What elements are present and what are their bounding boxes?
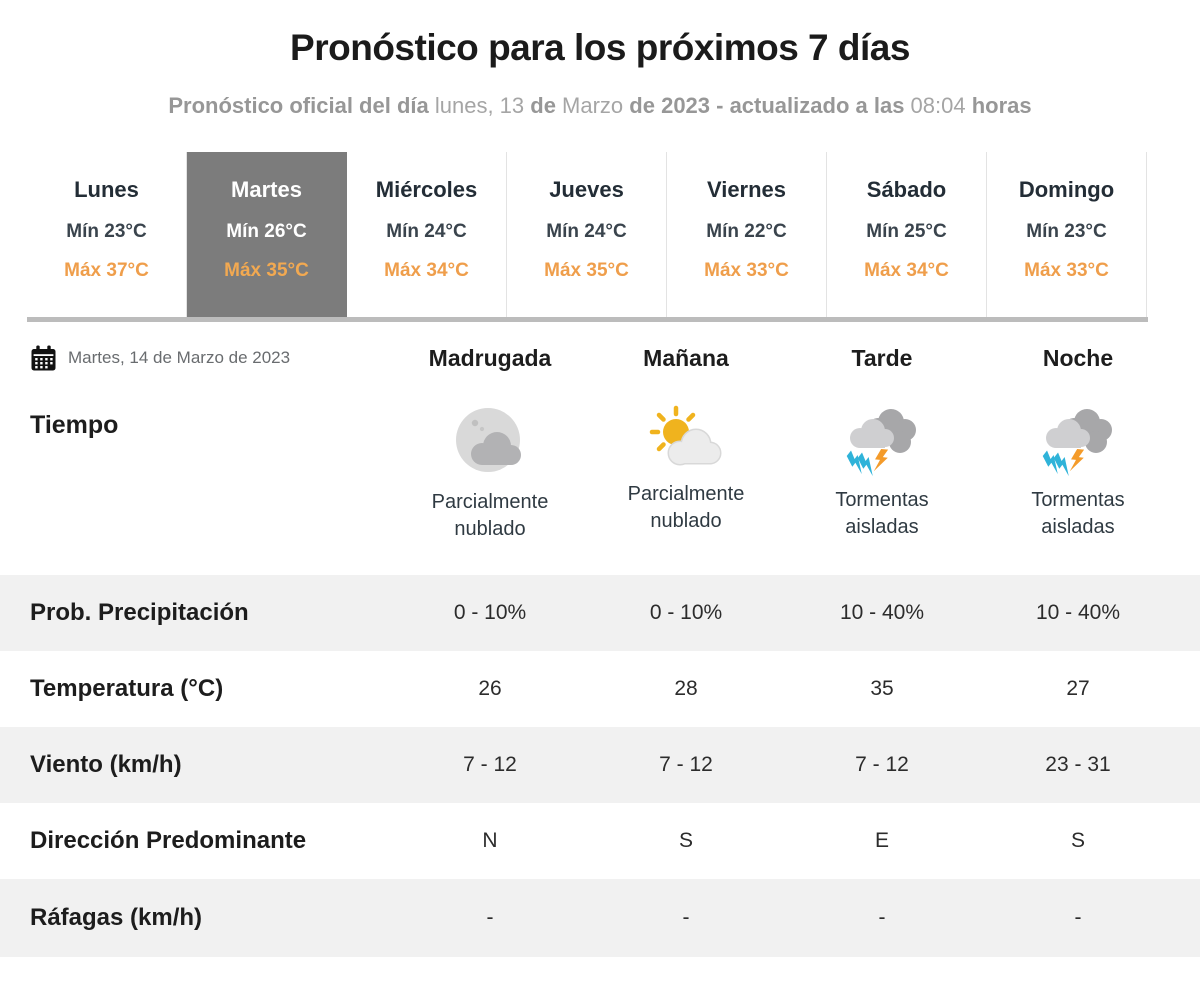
tab-max-temp: Máx 34°C (384, 260, 469, 281)
table-row-viento: Viento (km/h) 7 - 12 7 - 12 7 - 12 23 - … (0, 727, 1200, 803)
condition-label: Tormentas aisladas (835, 489, 929, 538)
tab-min-temp: Mín 24°C (546, 221, 627, 242)
day-detail-table: Martes, 14 de Marzo de 2023 Madrugada Ma… (0, 332, 1200, 957)
weather-forecast-page: Pronóstico para los próximos 7 días Pron… (0, 26, 1200, 983)
table-row-direccion: Dirección Predominante N S E S (0, 803, 1200, 879)
page-title: Pronóstico para los próximos 7 días (290, 27, 910, 68)
condition-label: Tormentas aisladas (1031, 489, 1125, 538)
tab-max-temp: Máx 35°C (224, 260, 309, 281)
row-label: Temperatura (°C) (30, 675, 224, 702)
detail-header-row: Martes, 14 de Marzo de 2023 Madrugada Ma… (0, 332, 1200, 384)
meta-month: Marzo (562, 93, 630, 118)
cell-value: 28 (674, 677, 698, 700)
row-label: Ráfagas (km/h) (30, 904, 203, 931)
meta-segment: horas (971, 93, 1032, 118)
day-tab-lunes[interactable]: Lunes Mín 23°C Máx 37°C (27, 152, 187, 317)
tab-max-temp: Máx 33°C (704, 260, 789, 281)
cell-value: 27 (1066, 677, 1090, 700)
cell-value: 7 - 12 (855, 753, 909, 776)
cell-value: E (874, 829, 889, 852)
forecast-meta: Pronóstico oficial del día lunes, 13 de … (0, 93, 1200, 119)
cell-value: 10 - 40% (839, 601, 925, 624)
cell-value: 26 (478, 677, 502, 700)
day-tabs: Lunes Mín 23°C Máx 37°C Martes Mín 26°C … (27, 152, 1148, 317)
cell-value: 23 - 31 (1045, 753, 1111, 776)
cell-value: 0 - 10% (453, 601, 527, 624)
moon-cloud-icon (456, 408, 521, 472)
row-label: Viento (km/h) (30, 751, 182, 778)
calendar-icon (31, 345, 56, 370)
cell-value: 35 (870, 677, 894, 700)
tab-day-label: Miércoles (375, 177, 478, 202)
cell-value: - (878, 906, 886, 929)
tab-min-temp: Mín 22°C (706, 221, 787, 242)
condition-cell-tarde: Tormentas aisladas (784, 384, 980, 541)
tab-min-temp: Mín 24°C (386, 221, 467, 242)
meta-time: 08:04 (910, 93, 972, 118)
table-row-precipitacion: Prob. Precipitación 0 - 10% 0 - 10% 10 -… (0, 575, 1200, 651)
cell-value: 7 - 12 (463, 753, 517, 776)
tab-min-temp: Mín 25°C (866, 221, 947, 242)
cell-value: - (1074, 906, 1082, 929)
tiempo-row-label: Tiempo (30, 411, 119, 439)
day-tab-domingo[interactable]: Domingo Mín 23°C Máx 33°C (987, 152, 1147, 317)
condition-cell-noche: Tormentas aisladas (980, 384, 1176, 541)
meta-segment: Pronóstico oficial del día (168, 93, 435, 118)
period-header-manana: Mañana (643, 344, 729, 371)
cell-value: N (482, 829, 498, 852)
day-tab-viernes[interactable]: Viernes Mín 22°C Máx 33°C (667, 152, 827, 317)
tab-day-label: Jueves (549, 177, 624, 202)
sun-cloud-icon (649, 405, 722, 466)
storm-cloud-icon (1042, 409, 1112, 477)
tab-max-temp: Máx 37°C (64, 260, 149, 281)
meta-segment: de 2023 - actualizado a las (629, 93, 911, 118)
period-header-noche: Noche (1042, 344, 1114, 371)
tab-day-label: Sábado (866, 177, 947, 202)
tab-max-temp: Máx 34°C (864, 260, 949, 281)
day-tab-jueves[interactable]: Jueves Mín 24°C Máx 35°C (507, 152, 667, 317)
tab-day-label: Domingo (1018, 177, 1115, 202)
meta-segment: de (530, 93, 563, 118)
tab-min-temp: Mín 26°C (226, 221, 307, 242)
period-header-madrugada: Madrugada (428, 344, 552, 371)
cell-value: - (682, 906, 690, 929)
meta-date: lunes, 13 (434, 93, 531, 118)
selected-date-label: Martes, 14 de Marzo de 2023 (68, 348, 291, 367)
period-header-tarde: Tarde (851, 344, 913, 371)
storm-cloud-icon (846, 409, 916, 477)
tab-day-label: Viernes (706, 177, 787, 202)
row-label: Prob. Precipitación (30, 599, 249, 626)
row-label: Dirección Predominante (30, 827, 307, 854)
selected-date: Martes, 14 de Marzo de 2023 (0, 345, 392, 372)
cell-value: S (678, 829, 693, 852)
cell-value: - (486, 906, 494, 929)
day-tab-miercoles[interactable]: Miércoles Mín 24°C Máx 34°C (347, 152, 507, 317)
tab-max-temp: Máx 33°C (1024, 260, 1109, 281)
condition-label: Parcialmente nublado (431, 491, 549, 540)
table-row-temperatura: Temperatura (°C) 26 28 35 27 (0, 651, 1200, 727)
day-tab-martes-selected[interactable]: Martes Mín 26°C Máx 35°C (187, 152, 347, 317)
tab-min-temp: Mín 23°C (1026, 221, 1107, 242)
cell-value: S (1070, 829, 1085, 852)
condition-cell-manana: Parcialmente nublado (588, 384, 784, 535)
tab-min-temp: Mín 23°C (66, 221, 147, 242)
condition-cell-madrugada: Parcialmente nublado (392, 384, 588, 543)
tabs-underline (27, 317, 1148, 322)
tiempo-row: Tiempo Parcialmente nublado (0, 384, 1200, 575)
cell-value: 0 - 10% (649, 601, 723, 624)
table-row-rafagas: Ráfagas (km/h) - - - - (0, 879, 1200, 957)
cell-value: 10 - 40% (1035, 601, 1121, 624)
tab-max-temp: Máx 35°C (544, 260, 629, 281)
condition-label: Parcialmente nublado (627, 483, 745, 532)
cell-value: 7 - 12 (659, 753, 713, 776)
day-tab-sabado[interactable]: Sábado Mín 25°C Máx 34°C (827, 152, 987, 317)
tab-day-label: Martes (231, 177, 302, 202)
tab-day-label: Lunes (74, 177, 139, 202)
